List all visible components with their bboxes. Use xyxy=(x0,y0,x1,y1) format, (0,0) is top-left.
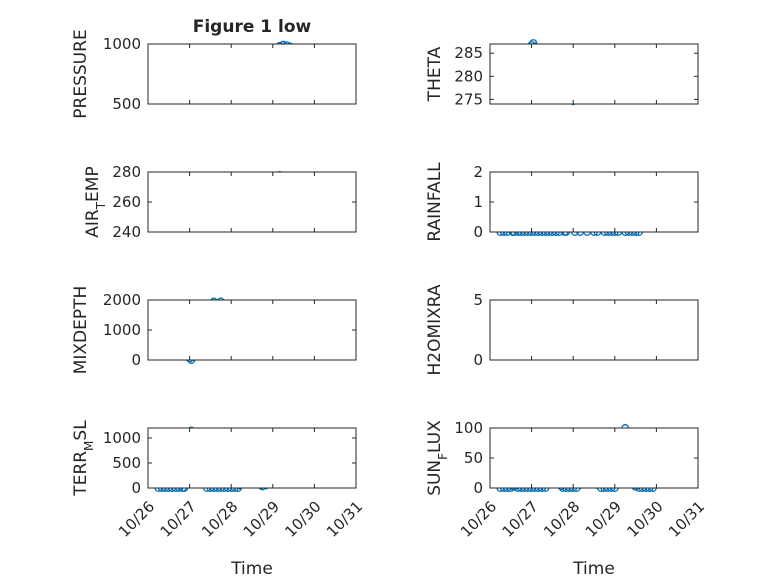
y-tick-label: 1000 xyxy=(103,321,141,339)
y-tick-label: 0 xyxy=(473,223,483,241)
y-tick-label: 5 xyxy=(473,291,483,309)
y-tick-label: 1000 xyxy=(103,35,141,53)
y-tick-label: 0 xyxy=(473,479,483,497)
subplot-h2omixra: 0 5 H2OMIXRA xyxy=(425,284,699,376)
y-tick-label: 500 xyxy=(112,95,141,113)
y-axis-label-terr_msl: TERRMSL xyxy=(71,420,96,497)
y-axis-label-sun_flux: SUNFLUX xyxy=(425,420,450,496)
subplot-theta: 275 280 285 THETA xyxy=(425,39,699,108)
axes-box-pressure xyxy=(147,43,357,105)
y-tick-label: 0 xyxy=(473,351,483,369)
y-tick-label: 240 xyxy=(112,223,141,241)
y-tick-label: 0 xyxy=(131,351,141,369)
y-axis-label-h2omixra: H2OMIXRA xyxy=(425,284,445,375)
y-tick-label: 2 xyxy=(473,163,483,181)
y-axis-label-pressure: PRESSURE xyxy=(71,29,91,118)
subplot-mixdepth: 0 1000 2000 MIXDEPTH xyxy=(71,286,357,375)
y-tick-label: 1000 xyxy=(103,429,141,447)
x-axis-label-right: Time xyxy=(572,559,615,579)
y-tick-label: 100 xyxy=(454,419,483,437)
figure-title: Figure 1 low xyxy=(193,17,312,37)
y-axis-label-rainfall: RAINFALL xyxy=(425,162,445,242)
y-axis-label-theta: THETA xyxy=(425,46,445,102)
y-axis-label-mixdepth: MIXDEPTH xyxy=(71,286,91,375)
y-tick-label: 2000 xyxy=(103,291,141,309)
x-axis-label-left: Time xyxy=(230,559,273,579)
y-tick-label: 0 xyxy=(131,479,141,497)
subplot-rainfall: 0 1 2 RAINFALL xyxy=(425,162,699,242)
y-tick-label: 500 xyxy=(112,454,141,472)
y-tick-label: 280 xyxy=(112,163,141,181)
y-tick-label: 260 xyxy=(112,193,141,211)
y-tick-label: 285 xyxy=(454,44,483,62)
axes-box-h2omixra xyxy=(489,299,699,361)
y-axis-label-air_temp: AIRTEMP xyxy=(83,166,108,237)
y-tick-label: 50 xyxy=(464,449,483,467)
axes-box-air_temp xyxy=(147,171,357,233)
y-tick-label: 280 xyxy=(454,67,483,85)
axes-box-sun_flux xyxy=(489,427,699,489)
y-tick-label: 1 xyxy=(473,193,483,211)
subplot-pressure: 500 1000 PRESSURE xyxy=(71,29,357,119)
y-tick-label: 275 xyxy=(454,90,483,108)
axes-box-theta xyxy=(489,43,699,105)
axes-box-terr_msl xyxy=(147,427,357,489)
axes-box-mixdepth xyxy=(147,299,357,361)
axes-box-rainfall xyxy=(489,171,699,233)
